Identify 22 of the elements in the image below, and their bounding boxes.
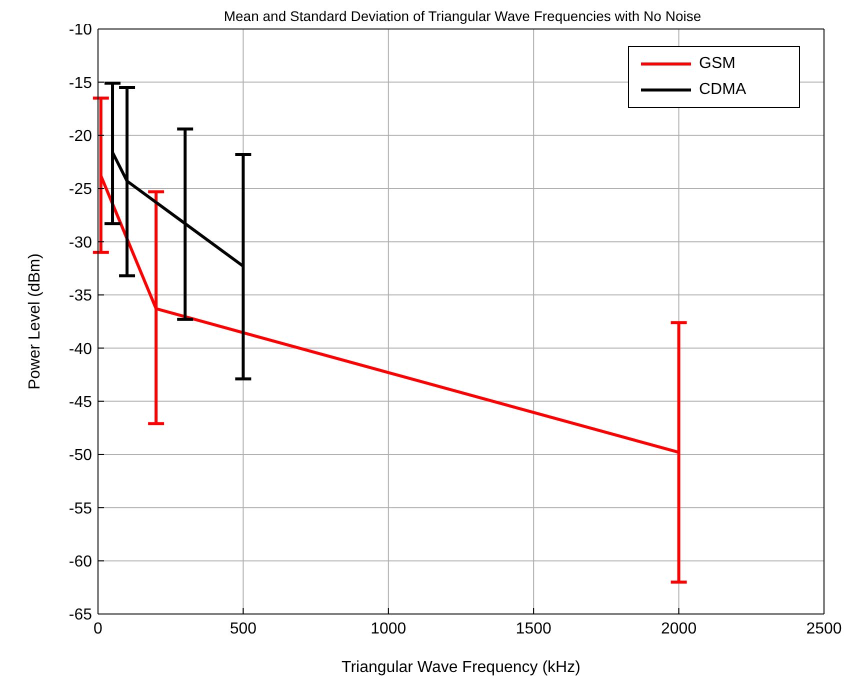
y-tick-label: -15 (68, 74, 92, 92)
y-tick-label: -55 (68, 500, 92, 518)
x-tick-label: 1000 (370, 620, 406, 638)
y-tick-label: -35 (68, 288, 92, 305)
x-tick-label: 500 (230, 620, 257, 638)
chart-title: Mean and Standard Deviation of Triangular Wave Frequencies with No Noise (224, 8, 702, 24)
y-tick-label: -30 (68, 234, 92, 252)
x-axis-title: Triangular Wave Frequency (kHz) (342, 659, 580, 676)
y-axis-title: Power Level (dBm) (26, 253, 44, 390)
x-tick-label: 0 (94, 620, 103, 638)
y-tick-label: -60 (68, 554, 92, 570)
y-tick-label: -50 (68, 447, 92, 464)
legend-label: GSM (699, 55, 736, 73)
y-tick-label: -45 (68, 394, 92, 411)
x-tick-label: 2000 (661, 620, 697, 638)
y-tick-label: -25 (68, 181, 92, 198)
x-tick-label: 1500 (516, 620, 552, 638)
y-tick-label: -20 (68, 128, 92, 146)
y-tick-label: -40 (68, 340, 92, 358)
x-tick-label: 2500 (806, 620, 842, 638)
legend-label: CDMA (699, 81, 746, 99)
y-tick-label: -65 (68, 606, 92, 624)
